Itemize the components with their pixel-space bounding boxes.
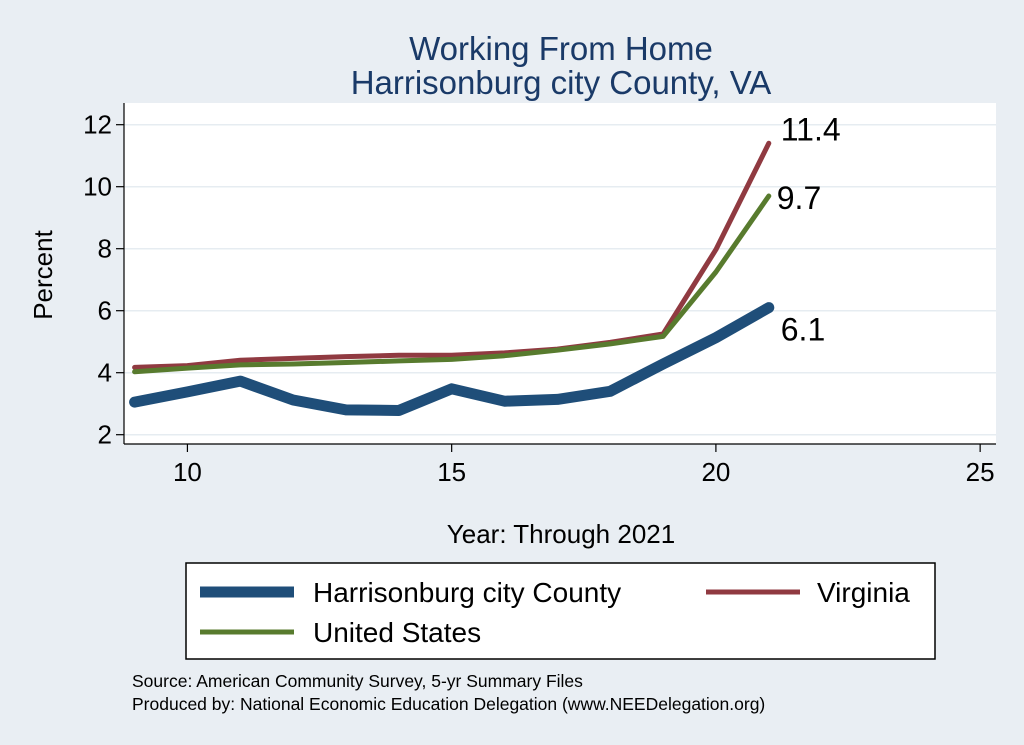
x-tick-label-10: 10 [173, 457, 202, 487]
y-tick-label-4: 4 [98, 358, 112, 388]
producer-note: Produced by: National Economic Education… [132, 694, 765, 714]
y-tick-label-2: 2 [98, 420, 112, 450]
plot-area [124, 103, 996, 444]
legend-box [185, 562, 936, 660]
end-label-virginia: 11.4 [781, 111, 841, 147]
chart-title: Working From Home [409, 30, 713, 67]
legend-label-united-states: United States [313, 617, 481, 648]
series-line-united-states [132, 193, 772, 375]
x-tick-label-25: 25 [966, 457, 995, 487]
x-tick-label-20: 20 [701, 457, 730, 487]
x-axis-title: Year: Through 2021 [447, 519, 675, 549]
end-label-harrisonburg: 6.1 [781, 312, 825, 348]
x-tick-label-15: 15 [437, 457, 466, 487]
series-line-harrisonburg [129, 302, 775, 416]
y-ticks: 2 4 6 8 10 12 [83, 110, 124, 450]
legend: Harrisonburg city County Virginia United… [185, 562, 936, 660]
y-tick-label-12: 12 [83, 110, 112, 140]
x-ticks: 10 15 20 25 [173, 444, 995, 487]
y-tick-label-8: 8 [98, 234, 112, 264]
series-lines [129, 140, 775, 416]
end-labels: 6.1 11.4 9.7 [777, 111, 841, 347]
chart-subtitle: Harrisonburg city County, VA [351, 64, 772, 101]
y-axis-title: Percent [28, 229, 58, 319]
grid-lines [124, 123, 996, 436]
y-tick-label-10: 10 [83, 172, 112, 202]
y-tick-label-6: 6 [98, 296, 112, 326]
legend-label-virginia: Virginia [817, 577, 910, 608]
source-note: Source: American Community Survey, 5-yr … [132, 671, 583, 691]
end-label-united-states: 9.7 [777, 180, 821, 216]
legend-label-harrisonburg: Harrisonburg city County [313, 577, 621, 608]
